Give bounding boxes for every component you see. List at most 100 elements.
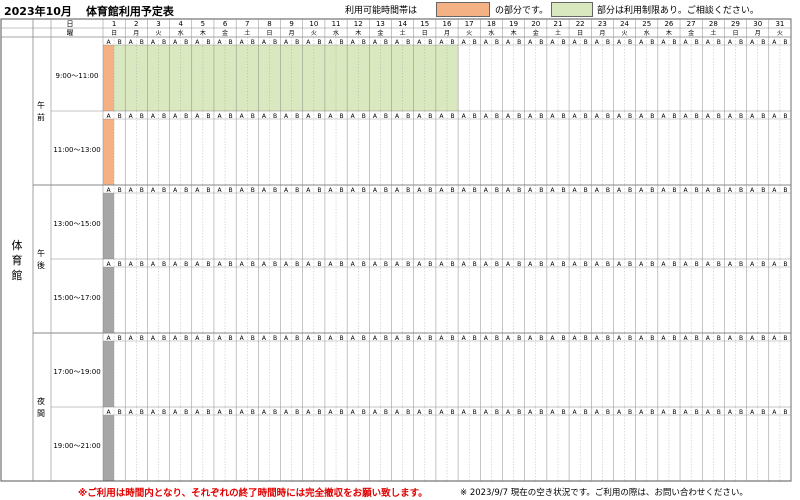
slot-label: B: [628, 187, 632, 194]
slot-label: A: [417, 187, 422, 194]
slot-label: A: [595, 113, 600, 120]
slot-label: A: [617, 39, 622, 46]
slot-label: A: [395, 335, 400, 342]
slot-status-cell: [336, 45, 348, 111]
slot-status-cell: [391, 45, 403, 111]
legend-prefix: 利用可能時間帯は: [345, 6, 418, 16]
slot-label: B: [428, 335, 432, 342]
slot-label: B: [473, 335, 477, 342]
slot-label: B: [672, 113, 676, 120]
slot-label: A: [439, 39, 444, 46]
slot-status-cell: [114, 45, 126, 111]
slot-label: B: [695, 187, 699, 194]
slot-label: B: [561, 39, 565, 46]
slot-label: A: [262, 113, 267, 120]
slot-label: A: [728, 39, 733, 46]
slot-label: A: [595, 335, 600, 342]
day-number-label: 2: [134, 20, 138, 28]
slot-label: B: [362, 113, 366, 120]
slot-label: B: [450, 113, 454, 120]
slot-label: A: [306, 261, 311, 268]
slot-label: A: [550, 261, 555, 268]
slot-label: A: [684, 261, 689, 268]
slot-label: A: [750, 409, 755, 416]
slot-label: A: [506, 113, 511, 120]
slot-label: B: [406, 39, 410, 46]
slot-label: B: [317, 335, 321, 342]
slot-label: B: [495, 113, 499, 120]
slot-label: B: [495, 261, 499, 268]
slot-label: A: [484, 187, 489, 194]
slot-label: A: [173, 409, 178, 416]
slot-label: B: [584, 113, 588, 120]
slot-label: B: [606, 187, 610, 194]
slot-label: A: [573, 409, 578, 416]
slot-label: A: [484, 335, 489, 342]
weekday-label: 月: [289, 30, 295, 37]
day-header-label: 日: [67, 20, 74, 28]
slot-label: A: [506, 335, 511, 342]
slot-label: A: [106, 335, 111, 342]
slot-status-cell: [291, 45, 303, 111]
slot-label: A: [439, 187, 444, 194]
slot-label: A: [573, 261, 578, 268]
slot-label: A: [750, 39, 755, 46]
day-number-label: 27: [687, 20, 696, 28]
slot-label: A: [195, 39, 200, 46]
legend-limited-swatch: [551, 2, 593, 17]
slot-label: A: [195, 187, 200, 194]
slot-label: B: [317, 409, 321, 416]
slot-label: A: [306, 113, 311, 120]
slot-label: B: [162, 409, 166, 416]
slot-label: B: [761, 39, 765, 46]
slot-label: A: [417, 409, 422, 416]
slot-label: A: [217, 113, 222, 120]
slot-label: B: [650, 39, 654, 46]
slot-label: B: [295, 39, 299, 46]
slot-label: A: [151, 187, 156, 194]
slot-label: B: [695, 113, 699, 120]
weekday-label: 日: [111, 30, 117, 37]
time-range-label: 9:00～11:00: [56, 72, 99, 80]
slot-label: A: [484, 39, 489, 46]
slot-label: B: [184, 335, 188, 342]
day-number-label: 21: [554, 20, 563, 28]
slot-label: B: [140, 187, 144, 194]
slot-status-cell: [147, 45, 159, 111]
slot-label: B: [384, 187, 388, 194]
slot-label: A: [395, 187, 400, 194]
slot-label: B: [561, 335, 565, 342]
slot-label: A: [528, 187, 533, 194]
slot-label: B: [739, 39, 743, 46]
slot-status-cell: [225, 45, 237, 111]
slot-label: A: [351, 335, 356, 342]
slot-label: B: [473, 39, 477, 46]
slot-label: B: [517, 261, 521, 268]
slot-label: B: [362, 39, 366, 46]
slot-label: B: [118, 261, 122, 268]
slot-label: A: [351, 39, 356, 46]
day-number-label: 11: [332, 20, 341, 28]
period-label-char: 間: [37, 409, 45, 418]
day-number-label: 29: [731, 20, 740, 28]
slot-label: B: [739, 113, 743, 120]
slot-label: A: [106, 409, 111, 416]
period-label-char: 後: [37, 260, 45, 270]
slot-label: B: [295, 261, 299, 268]
slot-label: B: [628, 113, 632, 120]
month-label: 2023年10月: [4, 5, 72, 18]
period-label-char: 前: [37, 112, 45, 122]
slot-label: A: [195, 409, 200, 416]
slot-label: A: [284, 335, 289, 342]
weekday-label: 木: [355, 29, 361, 37]
slot-label: A: [129, 187, 134, 194]
slot-status-cell: [169, 45, 181, 111]
slot-label: B: [317, 39, 321, 46]
slot-label: A: [684, 39, 689, 46]
slot-label: A: [173, 187, 178, 194]
time-range-label: 15:00～17:00: [53, 294, 100, 302]
weekday-label: 土: [555, 29, 561, 37]
slot-label: A: [684, 409, 689, 416]
slot-label: A: [173, 39, 178, 46]
slot-label: B: [229, 261, 233, 268]
